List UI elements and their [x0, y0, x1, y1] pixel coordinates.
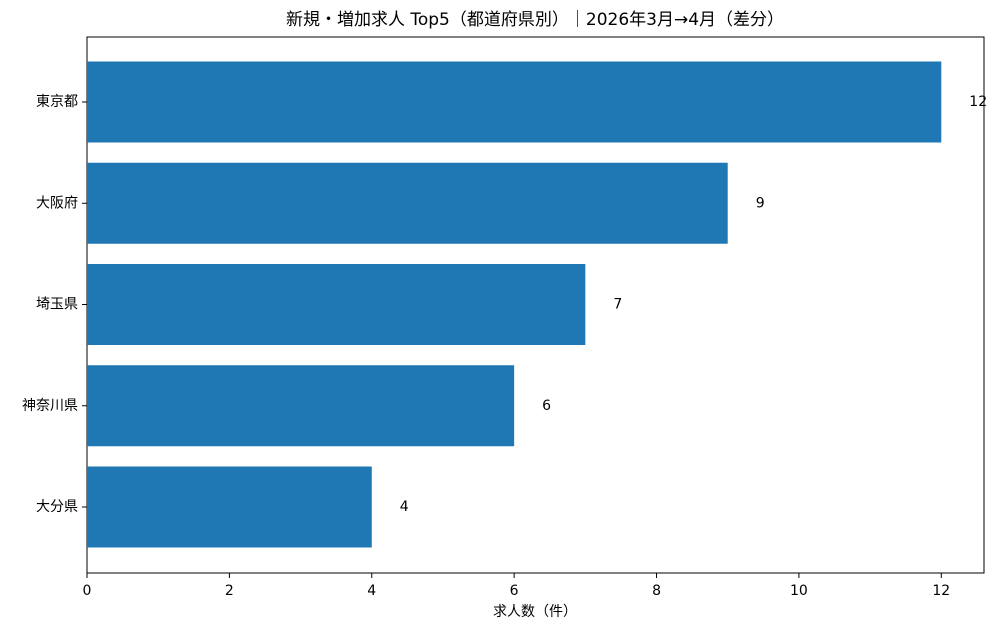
value-label: 6 — [542, 398, 551, 414]
chart-title: 新規・増加求人 Top5（都道府県別）｜2026年3月→4月（差分） — [286, 10, 784, 30]
y-tick-label: 大阪府 — [36, 195, 78, 211]
x-tick-label: 10 — [790, 583, 808, 599]
x-tick-label: 12 — [932, 583, 950, 599]
bar — [87, 61, 942, 143]
y-tick-label: 埼玉県 — [36, 297, 78, 313]
x-tick-label: 6 — [510, 583, 519, 599]
y-tick-label: 大分県 — [36, 499, 78, 515]
x-tick-label: 4 — [367, 583, 376, 599]
value-label: 7 — [613, 297, 622, 313]
y-tick-label: 東京都 — [36, 94, 78, 110]
value-label: 12 — [969, 94, 987, 110]
bar — [87, 466, 372, 548]
value-label: 9 — [756, 195, 765, 211]
x-tick-label: 0 — [83, 583, 92, 599]
x-tick-label: 2 — [225, 583, 234, 599]
y-tick-label: 神奈川県 — [22, 398, 78, 414]
bar — [87, 264, 586, 345]
x-axis-label: 求人数（件） — [493, 604, 577, 620]
bar — [87, 365, 515, 447]
bar — [87, 162, 728, 244]
x-tick-label: 8 — [652, 583, 661, 599]
value-label: 4 — [400, 499, 409, 515]
